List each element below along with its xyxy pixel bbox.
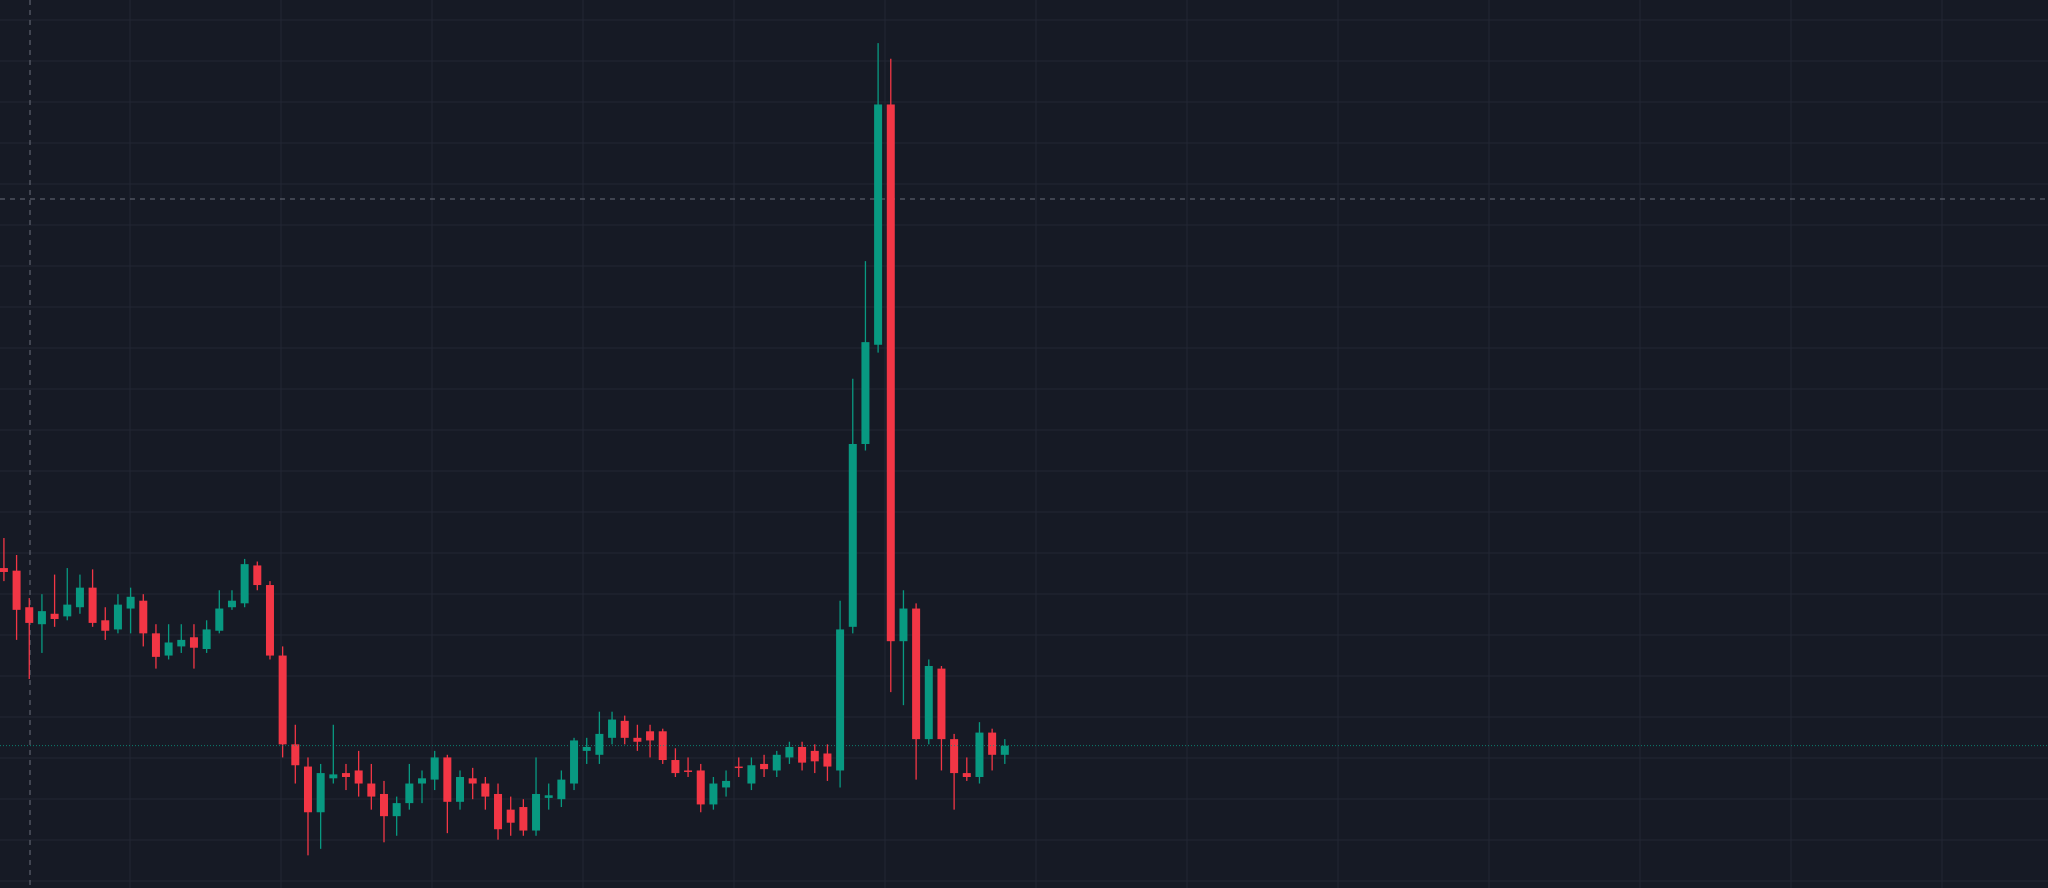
candle-body (975, 732, 984, 777)
candle-body (126, 596, 135, 609)
candle-body (316, 773, 325, 813)
candle-body (544, 795, 553, 798)
candle-body (1000, 745, 1009, 755)
candle-body (962, 773, 971, 777)
candle-body (886, 104, 895, 642)
candle-body (684, 770, 693, 772)
candle-body (37, 611, 46, 625)
candle-body (532, 793, 541, 831)
candle-body (215, 608, 224, 631)
candle-body (709, 783, 718, 805)
candle-body (189, 637, 198, 648)
candle-body (823, 753, 832, 767)
candle-body (278, 655, 287, 745)
candle-body (12, 570, 21, 610)
candle-body (861, 342, 870, 444)
candle-body (164, 642, 173, 656)
candle-body (633, 737, 642, 742)
candle-body (88, 587, 97, 623)
candle-body (874, 104, 883, 345)
candle-body (557, 779, 566, 800)
candle-body (950, 739, 959, 774)
candle-body (354, 770, 363, 784)
candle-body (0, 568, 8, 572)
candle-body (671, 760, 680, 774)
candle-body (63, 604, 72, 617)
candle-body (848, 444, 857, 627)
candle-body (392, 803, 401, 817)
candle-body (608, 719, 617, 738)
candle-body (747, 765, 756, 784)
candle-body (519, 807, 528, 831)
candle-body (836, 629, 845, 771)
candle-body (924, 666, 933, 740)
candle-body (595, 733, 604, 755)
candle-body (443, 757, 452, 802)
candle-body (810, 750, 819, 762)
candle-body (113, 604, 122, 630)
candle-body (456, 777, 465, 802)
candle-body (658, 731, 667, 761)
candle-body (303, 766, 312, 813)
candle-body (620, 720, 629, 738)
candle-body (494, 793, 503, 830)
candle-body (481, 783, 490, 797)
candle-body (937, 668, 946, 740)
candle-body (75, 587, 84, 608)
candle-body (101, 620, 110, 631)
candle-body (25, 607, 34, 623)
candle-body (202, 629, 211, 650)
candle-body (240, 564, 249, 604)
candle-body (341, 773, 350, 777)
candle-body (177, 639, 186, 647)
candle-body (430, 757, 439, 780)
candle-body (253, 565, 262, 586)
candles (0, 43, 1009, 856)
candle-body (265, 585, 274, 656)
candle-body (772, 754, 781, 771)
candle-body (912, 608, 921, 740)
candle-body (50, 613, 59, 619)
candle-body (988, 732, 997, 755)
candle-body (506, 809, 515, 823)
candle-body (899, 608, 908, 642)
candle-body (291, 744, 300, 766)
candle-body (734, 766, 743, 769)
candle-body (785, 746, 794, 758)
candle-body (468, 778, 477, 784)
candle-body (696, 770, 705, 805)
candle-body (582, 746, 591, 751)
candle-body (760, 763, 769, 770)
candle-body (329, 774, 338, 779)
candle-body (380, 793, 388, 817)
candle-body (798, 746, 807, 763)
candle-body (367, 783, 376, 797)
candle-body (405, 783, 414, 804)
candle-body (570, 740, 579, 784)
candle-body (418, 778, 427, 784)
candle-body (646, 731, 655, 741)
candle-body (151, 633, 160, 657)
candle-body (227, 600, 236, 608)
candle-body (722, 780, 731, 788)
candle-body (139, 600, 148, 634)
